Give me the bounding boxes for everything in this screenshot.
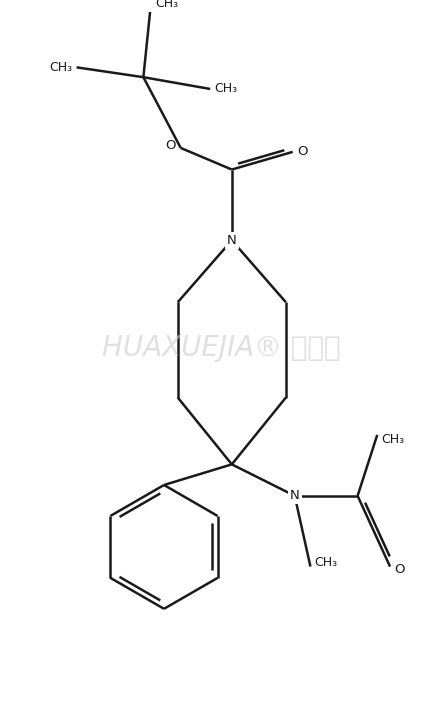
Text: HUAXUEJIA® 化学加: HUAXUEJIA® 化学加 — [102, 335, 340, 362]
Text: CH₃: CH₃ — [50, 61, 73, 74]
Text: N: N — [227, 234, 237, 247]
Text: O: O — [394, 563, 404, 576]
Text: N: N — [290, 489, 299, 502]
Text: CH₃: CH₃ — [381, 433, 404, 446]
Text: CH₃: CH₃ — [214, 83, 237, 95]
Text: O: O — [298, 145, 308, 158]
Text: O: O — [165, 140, 176, 152]
Text: CH₃: CH₃ — [155, 0, 178, 9]
Text: CH₃: CH₃ — [315, 555, 338, 568]
